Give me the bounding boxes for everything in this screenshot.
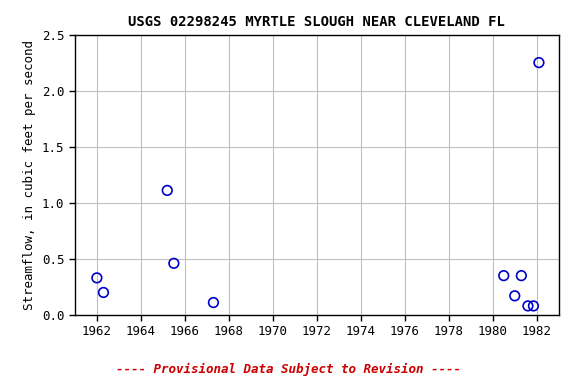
Point <box>499 273 509 279</box>
Point <box>162 187 172 194</box>
Y-axis label: Streamflow, in cubic feet per second: Streamflow, in cubic feet per second <box>24 40 36 310</box>
Point <box>517 273 526 279</box>
Point <box>92 275 101 281</box>
Point <box>99 290 108 296</box>
Point <box>510 293 520 299</box>
Point <box>529 303 538 309</box>
Title: USGS 02298245 MYRTLE SLOUGH NEAR CLEVELAND FL: USGS 02298245 MYRTLE SLOUGH NEAR CLEVELA… <box>128 15 505 29</box>
Point <box>535 60 544 66</box>
Point <box>169 260 179 266</box>
Point <box>209 300 218 306</box>
Point <box>524 303 533 309</box>
Text: ---- Provisional Data Subject to Revision ----: ---- Provisional Data Subject to Revisio… <box>116 363 460 376</box>
